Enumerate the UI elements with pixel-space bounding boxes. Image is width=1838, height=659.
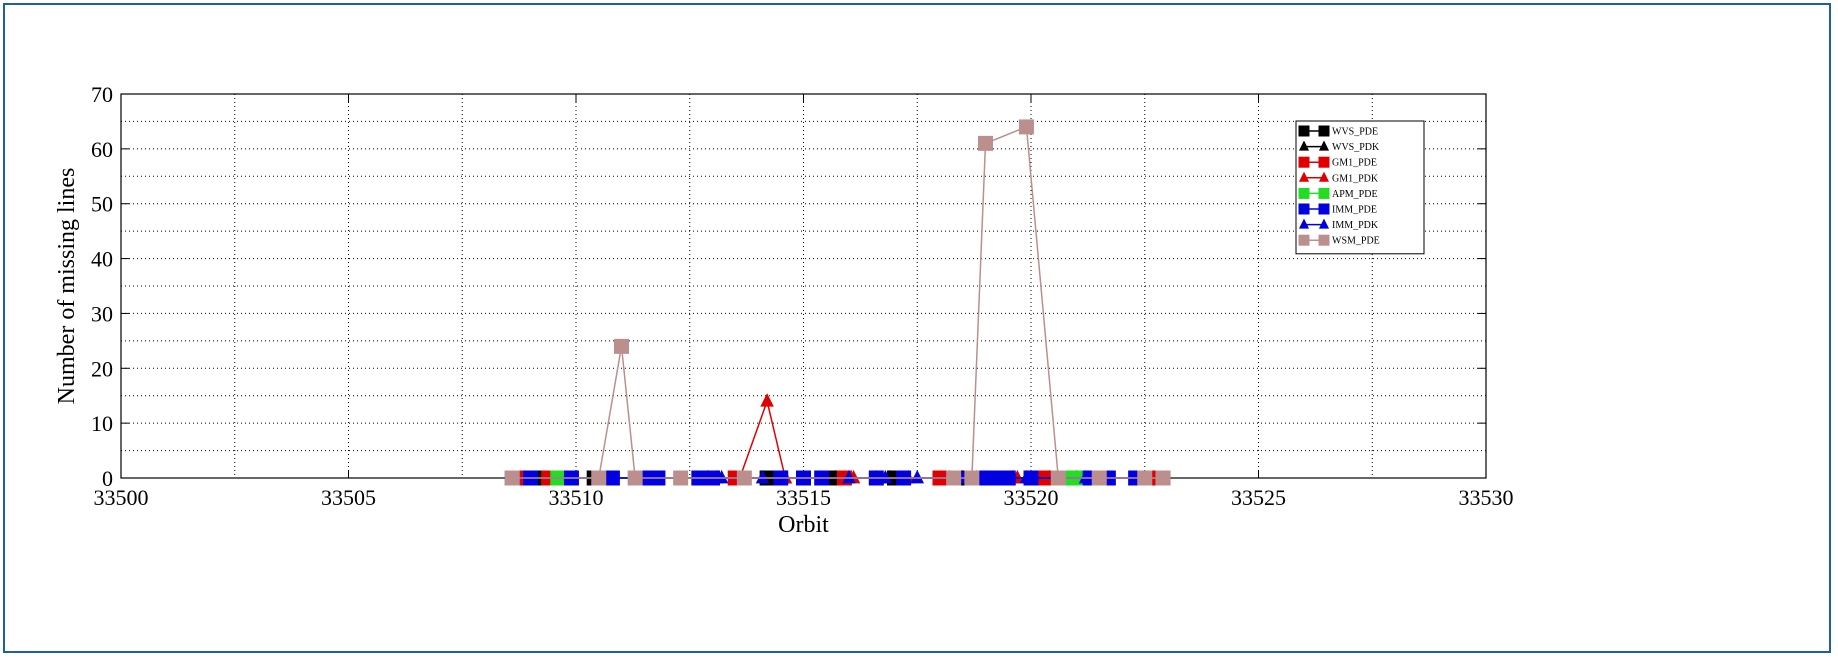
- data-point-wsm-pde: [1155, 470, 1171, 486]
- data-point-imm-pdk: [878, 469, 893, 484]
- x-tick-label: 33500: [94, 485, 149, 510]
- data-point-wsm-pde: [736, 470, 752, 486]
- legend-label-wsm-pde: WSM_PDE: [1332, 236, 1380, 247]
- legend-marker-apm-pde: [1318, 187, 1330, 199]
- legend-label-wvs-pdk: WVS_PDK: [1332, 142, 1380, 153]
- data-point-wsm-pde: [504, 470, 520, 486]
- y-tick-label: 20: [91, 356, 113, 381]
- x-tick-label: 33520: [1004, 485, 1059, 510]
- legend-marker-gm1-pde: [1318, 156, 1330, 168]
- data-point-wsm-pde: [673, 470, 689, 486]
- data-point-imm-pdk: [755, 469, 770, 484]
- legend: WVS_PDE WVS_PDK GM1_PDE GM1_PDK APM_PDE IMM_P…: [1295, 120, 1425, 255]
- data-point-imm-pdk: [1078, 469, 1093, 484]
- legend-marker-imm-pde: [1318, 203, 1330, 215]
- grid: [121, 94, 1486, 478]
- data-point-wsm-pde: [946, 470, 962, 486]
- series-layer: [504, 119, 1171, 486]
- legend-marker-imm-pdk: [1298, 218, 1310, 229]
- legend-marker-imm-pde: [1298, 203, 1310, 215]
- y-tick-label: 30: [91, 301, 113, 326]
- legend-marker-wsm-pde: [1318, 234, 1330, 246]
- x-tick-label: 33505: [321, 485, 376, 510]
- legend-box: [1295, 120, 1425, 255]
- y-tick-label: 70: [91, 82, 113, 107]
- x-tick-label: 33525: [1231, 485, 1286, 510]
- data-point-wsm-pde: [964, 470, 980, 486]
- data-point-imm-pdk: [1019, 469, 1034, 484]
- data-point-wsm-pde: [1137, 470, 1153, 486]
- y-tick-label: 0: [102, 466, 113, 491]
- data-point-wsm-pde: [627, 470, 643, 486]
- y-tick-label: 50: [91, 192, 113, 217]
- y-tick-label: 40: [91, 247, 113, 272]
- data-point-imm-pdk: [910, 469, 925, 484]
- x-axis-title: Orbit: [778, 512, 829, 538]
- data-point-wsm-pde: [1018, 119, 1034, 135]
- legend-marker-wvs-pdk: [1318, 140, 1330, 151]
- legend-marker-imm-pdk: [1318, 218, 1330, 229]
- y-tick-label: 10: [91, 411, 113, 436]
- legend-label-apm-pde: APM_PDE: [1332, 189, 1378, 200]
- chart-frame: [3, 3, 1831, 653]
- series-line-gm1-pdk: [739, 398, 1050, 479]
- legend-label-gm1-pde: GM1_PDE: [1332, 158, 1377, 169]
- x-tick-label: 33510: [549, 485, 604, 510]
- series-gm1-pdk: [733, 393, 1056, 484]
- series-line-wsm-pde: [512, 125, 1163, 479]
- legend-marker-wsm-pde: [1298, 234, 1310, 246]
- data-point-imm-pdk: [842, 469, 856, 484]
- series-wsm-pde: [504, 119, 1171, 486]
- data-point-wsm-pde: [1050, 470, 1066, 486]
- data-point-wsm-pde: [1091, 470, 1107, 486]
- legend-marker-gm1-pdk: [1298, 171, 1310, 182]
- legend-marker-gm1-pde: [1298, 156, 1310, 168]
- x-tick-label: 33515: [776, 485, 831, 510]
- y-tick-label: 60: [91, 137, 113, 162]
- legend-marker-wvs-pde: [1318, 125, 1330, 137]
- legend-marker-gm1-pdk: [1318, 171, 1330, 182]
- legend-label-imm-pde: IMM_PDE: [1332, 205, 1377, 216]
- legend-marker-apm-pde: [1298, 187, 1310, 199]
- legend-label-imm-pdk: IMM_PDK: [1332, 220, 1379, 231]
- legend-marker-wvs-pde: [1298, 125, 1310, 137]
- y-axis-title: Number of missing lines: [54, 168, 80, 405]
- data-point-wsm-pde: [978, 135, 993, 151]
- data-point-imm-pdk: [714, 469, 729, 484]
- data-point-wsm-pde: [591, 470, 607, 486]
- data-point-imm-pde: [604, 470, 620, 486]
- x-tick-label: 33530: [1459, 485, 1514, 510]
- legend-label-gm1-pdk: GM1_PDK: [1332, 173, 1379, 184]
- axis-ticks: 33500 33505 33510 33515 33520 33525 33530 0 10 20…: [91, 82, 1514, 510]
- data-point-wsm-pde: [614, 338, 629, 354]
- legend-marker-wvs-pdk: [1298, 140, 1310, 151]
- legend-label-wvs-pde: WVS_PDE: [1332, 127, 1378, 138]
- data-point-gm1-pdk: [760, 393, 774, 407]
